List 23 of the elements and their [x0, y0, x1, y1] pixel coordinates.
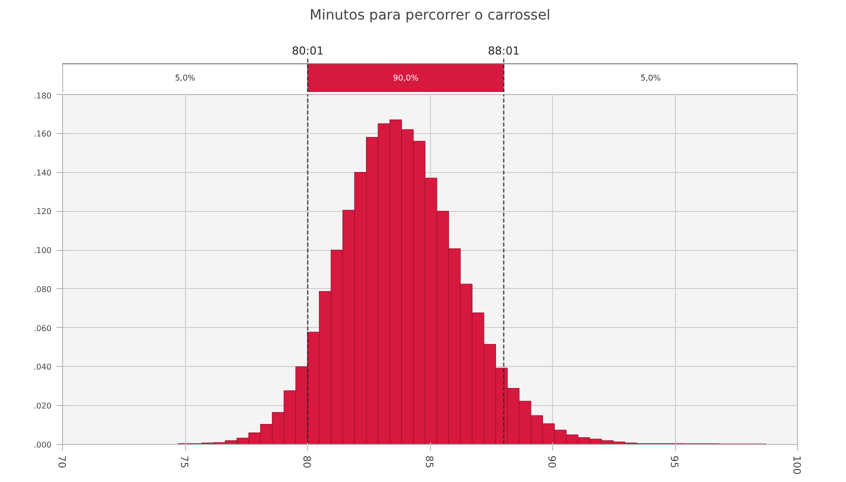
- x-tick-label: 95: [668, 456, 679, 468]
- text: 5,0%: [174, 74, 196, 83]
- y-tick-label: .060: [34, 324, 52, 333]
- y-tick-label: .140: [34, 168, 52, 178]
- chart-title: Minutos para percorrer o carrossel: [310, 8, 550, 24]
- ref-line-label: 88:01: [488, 44, 520, 58]
- y-tick-label: .020: [34, 402, 52, 411]
- y-tick-label: .000: [34, 440, 52, 450]
- y-tick-label: .100: [34, 246, 52, 256]
- y-tick-label: .040: [34, 362, 52, 372]
- y-tick-label: .180: [34, 92, 52, 100]
- ref-line-label: 80:01: [292, 44, 324, 58]
- x-tick-label: 80: [300, 456, 312, 468]
- x-tick-label: 90: [546, 456, 556, 468]
- x-tick-label: 75: [178, 456, 189, 468]
- y-tick-label: .160: [34, 129, 52, 138]
- x-tick-label: 70: [56, 456, 66, 468]
- text: 90,0%: [393, 74, 419, 83]
- text: 5,0%: [640, 74, 662, 83]
- y-tick-label: .120: [34, 207, 52, 216]
- x-tick-label: 100: [790, 456, 802, 475]
- x-tick-label: 85: [423, 456, 434, 468]
- y-tick-label: .080: [34, 284, 52, 294]
